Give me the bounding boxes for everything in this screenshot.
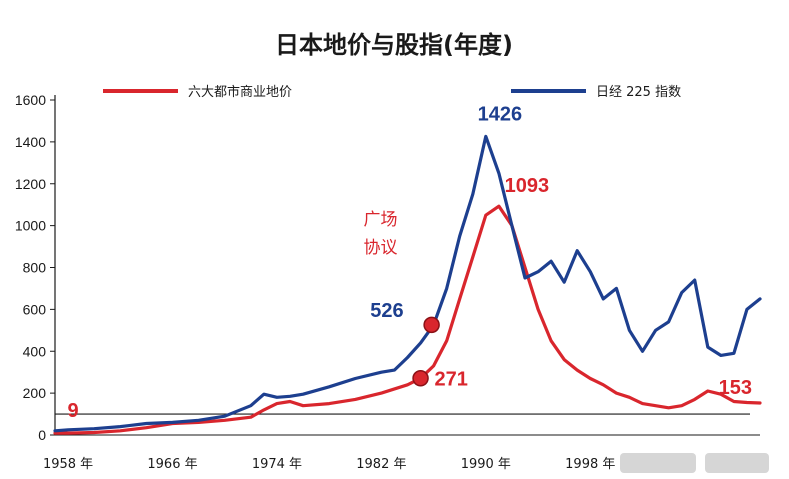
- data-label-9: 9: [67, 400, 78, 422]
- data-label-153: 153: [719, 377, 752, 399]
- x-tick-label: 1974 年: [252, 457, 302, 472]
- series-layer: [53, 134, 762, 435]
- data-label-1426: 1426: [478, 103, 523, 125]
- event-note-line: 广场: [364, 210, 398, 230]
- legend: 六大都市商业地价 日经 225 指数: [103, 84, 681, 100]
- data-label-1093: 1093: [505, 175, 550, 197]
- land-price-line: [53, 204, 762, 435]
- watermark-blur-2: [705, 453, 769, 473]
- x-tick-label: 1990 年: [461, 457, 511, 472]
- x-tick-label: 1998 年: [565, 457, 615, 472]
- marker-nikkei-1986: [423, 316, 440, 334]
- x-tick-label: 1958 年: [43, 457, 93, 472]
- legend-label-land-price: 六大都市商业地价: [188, 84, 292, 100]
- legend-label-nikkei: 日经 225 指数: [596, 85, 681, 100]
- y-tick-label: 600: [23, 301, 47, 317]
- y-tick-label: 1600: [15, 92, 46, 108]
- chart-title: 日本地价与股指(年度): [275, 31, 513, 59]
- y-tick-label: 400: [23, 343, 47, 359]
- y-tick-label: 1200: [15, 176, 46, 192]
- y-tick-label: 0: [38, 427, 46, 443]
- event-note-line: 协议: [364, 238, 398, 258]
- axes: 0 200 400 600 800 1000 1200 1400 1600 1958 年 1966 …: [15, 92, 760, 472]
- x-tick-label: 1982 年: [356, 457, 406, 472]
- marks-layer: [412, 316, 440, 387]
- data-label-526: 526: [370, 300, 403, 322]
- y-tick-label: 800: [23, 260, 47, 276]
- data-label-271: 271: [435, 368, 468, 390]
- marker-land-1985: [412, 370, 429, 387]
- nikkei-line: [53, 134, 762, 433]
- x-tick-label: 1966 年: [147, 457, 197, 472]
- y-tick-label: 1000: [15, 218, 46, 234]
- y-tick-label: 200: [23, 385, 47, 401]
- y-tick-label: 1400: [15, 134, 46, 150]
- watermark-blur-1: [620, 453, 696, 473]
